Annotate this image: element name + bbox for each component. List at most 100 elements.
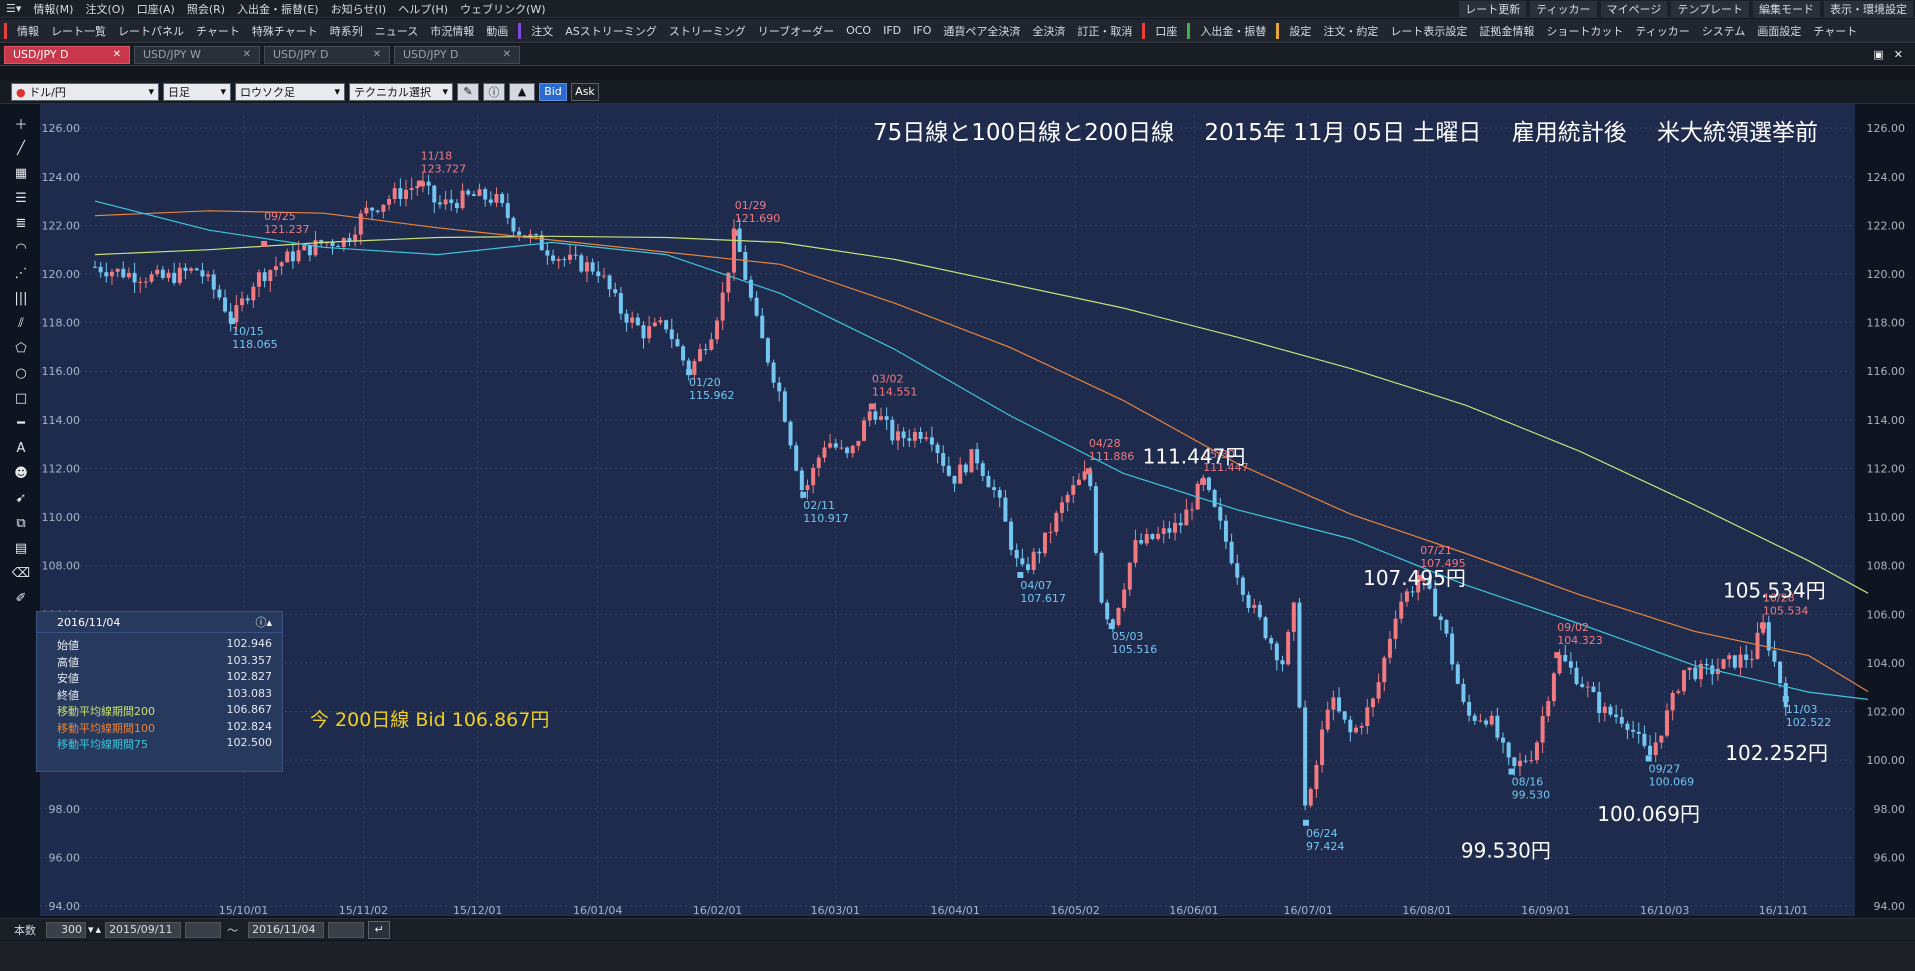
toolbar-item[interactable]: 通貨ペア全決済 — [943, 24, 1021, 38]
pen-icon[interactable]: ✎ — [457, 82, 479, 101]
toolbar-item[interactable]: 注文 — [531, 24, 554, 38]
to-time-input[interactable] — [328, 921, 365, 938]
candle-body — [1229, 541, 1234, 564]
tab-close-icon[interactable]: ✕ — [242, 49, 251, 60]
menu-right-item[interactable]: 編集モード — [1753, 0, 1820, 17]
copy-icon[interactable]: ⧉ — [16, 515, 26, 531]
toolbar-item[interactable]: IFO — [913, 24, 932, 37]
from-date-input[interactable]: 2015/09/11 — [105, 921, 182, 938]
menu-item[interactable]: お知らせ(I) — [330, 2, 387, 16]
ask-button[interactable]: Ask — [571, 82, 599, 101]
bars-icon[interactable]: ||| — [14, 290, 28, 306]
toolbar-item[interactable]: 訂正・取消 — [1077, 24, 1133, 38]
period-select[interactable]: 日足 ▾ — [163, 82, 231, 101]
toolbar-item[interactable]: リーブオーダー — [757, 24, 835, 38]
toolbar-item[interactable]: 画面設定 — [1757, 24, 1802, 38]
menu-item[interactable]: 注文(O) — [85, 2, 125, 16]
from-time-input[interactable] — [185, 921, 222, 938]
toolbar-item[interactable]: ニュース — [374, 24, 419, 38]
toolbar-item[interactable]: レートパネル — [118, 24, 184, 38]
info-icon[interactable]: ⓘ — [483, 82, 505, 101]
toolbar-item[interactable]: チャート — [196, 24, 240, 38]
eraser-icon[interactable]: ⌫ — [11, 565, 31, 581]
toolbar-item[interactable]: ティッカー — [1635, 24, 1690, 38]
menu-right-item[interactable]: レート更新 — [1459, 0, 1527, 17]
line-icon[interactable]: ╱ — [17, 140, 25, 156]
menu-right-item[interactable]: 表示・環境設定 — [1824, 0, 1913, 17]
style-select[interactable]: ロウソク足 ▾ — [235, 82, 345, 101]
menu-item[interactable]: ヘルプ(H) — [398, 2, 449, 16]
chart-type-icon[interactable]: ▲ — [509, 82, 535, 101]
stamp-icon[interactable]: ☻ — [14, 465, 28, 481]
tab-close-icon[interactable]: ✕ — [372, 49, 381, 60]
refresh-icon[interactable]: ↵ — [368, 920, 391, 939]
menu-right-item[interactable]: テンプレート — [1671, 0, 1749, 17]
toolbar-item[interactable]: 入出金・振替 — [1200, 24, 1267, 38]
chart-tab[interactable]: USD/JPY D ✕ — [394, 45, 520, 64]
pair-select[interactable]: ● ドル/円 ▾ — [11, 82, 159, 101]
annotation-date: 03/02 — [872, 372, 904, 385]
toolbar-item[interactable]: 証拠金情報 — [1479, 24, 1535, 38]
toolbar-item[interactable]: 市況情報 — [430, 24, 475, 38]
info-collapse-icon[interactable]: ⓘ▴ — [255, 616, 272, 629]
dash-icon[interactable]: ━ — [17, 415, 25, 431]
text-icon[interactable]: A — [16, 440, 26, 456]
count-up-icon[interactable]: ▴ — [95, 923, 102, 936]
menu-item[interactable]: 照会(R) — [186, 2, 226, 16]
count-input[interactable]: 300 — [46, 921, 86, 938]
crosshair-icon[interactable]: ＋ — [14, 117, 28, 133]
fan-icon[interactable]: ⋰ — [14, 265, 28, 281]
toolbar-item[interactable]: チャート — [1813, 24, 1858, 38]
toolbar-item[interactable]: ストリーミング — [668, 24, 746, 38]
toolbar-item[interactable]: 口座 — [1155, 24, 1178, 38]
annotation-value: 97.424 — [1306, 840, 1345, 853]
menu-item[interactable]: 口座(A) — [136, 2, 175, 16]
fibonacci-icon[interactable]: ≣ — [15, 215, 27, 231]
pointer-icon[interactable]: ➹ — [15, 490, 27, 506]
menu-item[interactable]: 情報(M) — [33, 2, 74, 16]
toolbar-item[interactable]: 情報 — [17, 24, 39, 38]
toolbar-item[interactable]: 設定 — [1289, 24, 1312, 38]
toolbar-item[interactable]: 全決済 — [1032, 24, 1066, 38]
close-icon[interactable]: ✕ — [1893, 48, 1903, 61]
tab-close-icon[interactable]: ✕ — [112, 49, 121, 60]
toolbar-item[interactable]: OCO — [846, 24, 872, 37]
toolbar-item[interactable]: IFD — [883, 24, 902, 37]
toolbar-item[interactable]: ショートカット — [1546, 24, 1624, 38]
to-date-input[interactable]: 2016/11/04 — [248, 921, 325, 938]
toolbar-item[interactable]: レート一覧 — [51, 24, 106, 38]
channel-icon[interactable]: ⫽ — [18, 315, 24, 331]
tab-close-icon[interactable]: ✕ — [502, 49, 511, 60]
app-menu-icon[interactable]: ☰▾ — [6, 2, 22, 15]
chevron-down-icon: ▾ — [148, 85, 154, 98]
chart-tab[interactable]: USD/JPY D ✕ — [4, 45, 130, 64]
technical-select[interactable]: テクニカル選択 ▾ — [349, 82, 453, 101]
price-chart[interactable]: 126.00 126.00 124.00 124.00 122.00 122.00 120.… — [0, 104, 1915, 916]
layers-icon[interactable]: ▤ — [14, 540, 28, 556]
arc-icon[interactable]: ◠ — [15, 240, 27, 256]
candle-body — [1755, 632, 1760, 659]
bid-button[interactable]: Bid — [539, 82, 567, 101]
toolbar-item[interactable]: システム — [1701, 24, 1746, 38]
toolbar-item[interactable]: ASストリーミング — [565, 24, 657, 38]
toolbar-item[interactable]: 特殊チャート — [251, 24, 318, 38]
eraser-all-icon[interactable]: ✐ — [15, 590, 27, 606]
chart-tab[interactable]: USD/JPY W ✕ — [134, 45, 260, 64]
price-callout: 107.495円 — [1363, 566, 1466, 590]
chart-tab[interactable]: USD/JPY D ✕ — [264, 45, 390, 64]
toolbar-item[interactable]: 注文・約定 — [1323, 24, 1379, 38]
pentagon-icon[interactable]: ⬠ — [15, 340, 27, 356]
ruler-icon[interactable]: ▦ — [14, 165, 28, 181]
circle-icon[interactable]: ○ — [15, 365, 27, 381]
toolbar-item[interactable]: 動画 — [486, 24, 509, 38]
menu-right-item[interactable]: マイページ — [1600, 0, 1668, 17]
toolbar-item[interactable]: 時系列 — [329, 24, 363, 38]
hline-icon[interactable]: ☰ — [15, 190, 27, 206]
rectangle-icon[interactable]: □ — [14, 390, 28, 406]
menu-right-item[interactable]: ティッカー — [1530, 0, 1597, 17]
toolbar-item[interactable]: レート表示設定 — [1390, 24, 1468, 38]
menu-item[interactable]: 入出金・振替(E) — [237, 2, 319, 16]
count-down-icon[interactable]: ▾ — [88, 923, 94, 936]
menu-item[interactable]: ウェブリンク(W) — [460, 2, 546, 16]
maximize-icon[interactable]: ▣ — [1873, 48, 1884, 61]
